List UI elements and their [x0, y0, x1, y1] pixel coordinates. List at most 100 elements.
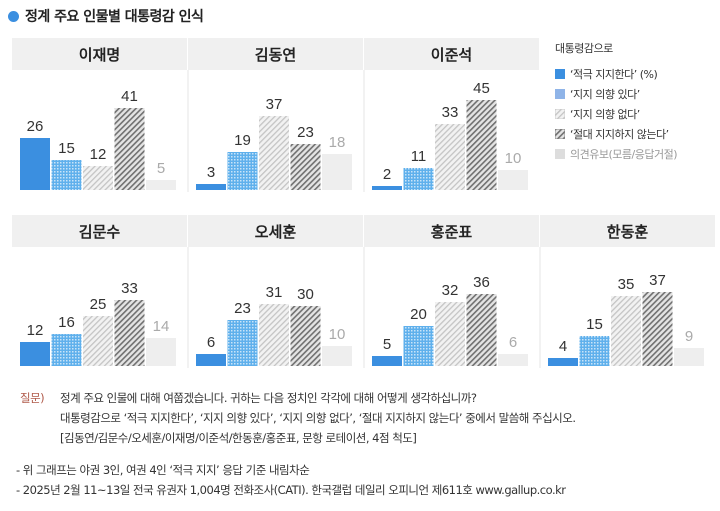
data-label: 5: [383, 336, 391, 353]
note-line: - 2025년 2월 11~13일 전국 유권자 1,004명 전화조사(CAT…: [16, 483, 566, 497]
bar-not-inclined: [83, 316, 113, 366]
bar-strong-support: [372, 186, 402, 190]
data-label: 19: [234, 132, 251, 149]
legend: 대통령감으로 ‘적극 지지한다’ (%) ‘지지 의향 있다’ ‘지지 의향 없…: [555, 40, 678, 164]
data-label: 25: [90, 296, 107, 313]
legend-item-strong-support: ‘적극 지지한다’ (%): [555, 64, 677, 84]
panel-header: [12, 38, 187, 70]
data-label: 15: [58, 140, 75, 157]
bullet-dot-icon: [8, 10, 19, 22]
data-label: 2: [383, 166, 391, 183]
data-label: 41: [121, 88, 138, 105]
legend-swatch: [555, 109, 565, 119]
bar-never: [114, 300, 145, 366]
data-label: 12: [27, 322, 44, 339]
data-label: 35: [618, 276, 635, 293]
data-label: 16: [58, 314, 75, 331]
legend-item-undecided: 의견유보(모름/응답거절): [555, 144, 678, 164]
data-label: 10: [505, 150, 522, 167]
data-label: 5: [157, 160, 165, 177]
data-label: 11: [411, 148, 427, 165]
bar-not-inclined: [259, 116, 289, 190]
bar-undecided: [674, 348, 704, 366]
bar-strong-support: [20, 138, 50, 190]
data-label: 3: [207, 164, 215, 181]
panel-title: 김동연: [255, 46, 296, 64]
bar-never: [466, 294, 497, 366]
legend-label: ‘지지 의향 있다’: [570, 88, 640, 101]
data-label: 37: [266, 96, 283, 113]
data-label: 6: [207, 334, 215, 351]
panel-title: 한동훈: [607, 223, 649, 241]
bar-strong-support: [548, 358, 578, 366]
panel-header: [540, 215, 715, 247]
bar-never: [114, 108, 145, 190]
panel-header: [188, 215, 363, 247]
bar-undecided: [322, 154, 352, 190]
data-label: 14: [153, 318, 170, 335]
chart-title: 정계 주요 인물별 대통령감 인식: [8, 6, 204, 26]
data-label: 33: [442, 104, 459, 121]
legend-swatch: [555, 69, 565, 79]
data-label: 6: [509, 334, 517, 351]
legend-swatch: [555, 149, 565, 159]
question-line: [김동연/김문수/오세훈/이재명/이준석/한동훈/홍준표, 문항 로테이션, 4…: [60, 431, 417, 445]
question-line: 정계 주요 인물에 대해 여쭙겠습니다. 귀하는 다음 정치인 각각에 대해 어…: [60, 391, 477, 405]
bar-not-inclined: [435, 124, 465, 190]
panel-title: 김문수: [79, 223, 121, 241]
data-label: 37: [649, 272, 666, 289]
legend-title: 대통령감으로: [555, 42, 613, 55]
data-label: 15: [586, 316, 603, 333]
data-label: 33: [121, 280, 138, 297]
bar-never: [466, 100, 497, 190]
panel-header: [364, 215, 539, 247]
legend-label: ‘절대 지지하지 않는다’: [570, 128, 669, 141]
panel-header: [188, 38, 363, 70]
panel-header: [364, 38, 539, 70]
data-label: 23: [297, 124, 314, 141]
question: 질문) 정계 주요 인물에 대해 여쭙겠습니다. 귀하는 다음 정치인 각각에 …: [20, 388, 576, 448]
bar-some-support: [51, 334, 82, 366]
data-label: 20: [410, 306, 427, 323]
question-line: 대통령감으로 ‘적극 지지한다’, ‘지지 의향 있다’, ‘지지 의향 없다’…: [60, 411, 576, 425]
legend-label: 의견유보(모름/응답거절): [570, 148, 678, 161]
data-label: 18: [329, 134, 346, 151]
legend-item-not-inclined: ‘지지 의향 없다’: [555, 104, 677, 124]
legend-label: ‘지지 의향 없다’: [570, 108, 640, 121]
bar-strong-support: [196, 354, 226, 366]
bar-some-support: [579, 336, 610, 366]
chart-title-text: 정계 주요 인물별 대통령감 인식: [25, 9, 204, 25]
bar-strong-support: [20, 342, 50, 366]
legend-label: ‘적극 지지한다’ (%): [570, 68, 658, 81]
bar-not-inclined: [435, 302, 465, 366]
legend-item-never: ‘절대 지지하지 않는다’: [555, 124, 677, 144]
data-label: 23: [234, 300, 251, 317]
bar-strong-support: [372, 356, 402, 366]
data-label: 36: [473, 274, 490, 291]
bar-never: [642, 292, 673, 366]
panel-title: 이준석: [431, 46, 472, 64]
data-label: 45: [473, 80, 490, 97]
bar-undecided: [498, 170, 528, 190]
bar-some-support: [227, 320, 258, 366]
notes: - 위 그래프는 야권 3인, 여권 4인 ‘적극 지지’ 응답 기준 내림차순…: [16, 460, 566, 500]
bar-some-support: [403, 168, 434, 190]
data-label: 26: [27, 118, 44, 135]
panel-title: 홍준표: [431, 223, 473, 241]
bar-not-inclined: [611, 296, 641, 366]
bar-undecided: [146, 338, 176, 366]
legend-swatch: [555, 89, 565, 99]
bar-undecided: [498, 354, 528, 366]
data-label: 30: [297, 286, 314, 303]
legend-swatch: [555, 129, 565, 139]
bar-strong-support: [196, 184, 226, 190]
bar-not-inclined: [259, 304, 289, 366]
data-label: 4: [559, 338, 567, 355]
bar-never: [290, 306, 321, 366]
data-label: 32: [442, 282, 459, 299]
bar-some-support: [403, 326, 434, 366]
bar-undecided: [322, 346, 352, 366]
bar-not-inclined: [83, 166, 113, 190]
panel-header: [12, 215, 187, 247]
